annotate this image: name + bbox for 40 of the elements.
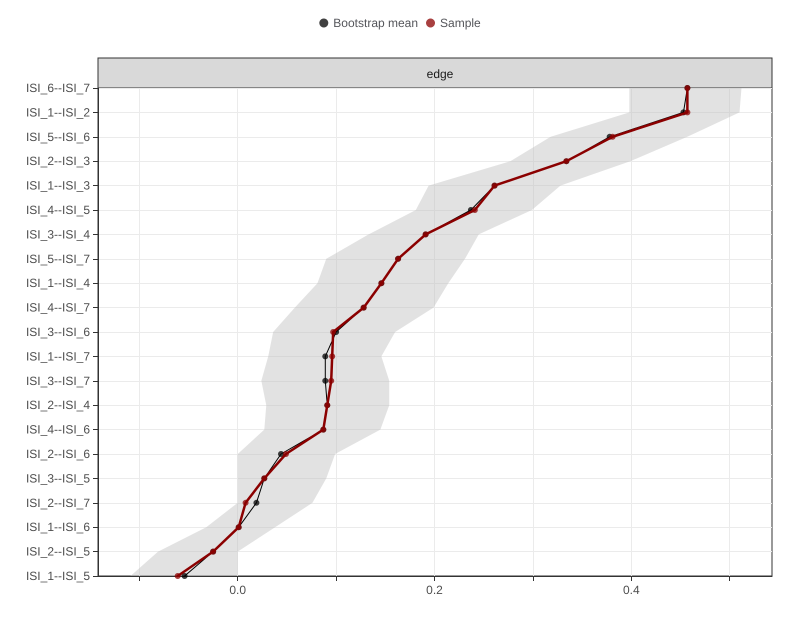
y-tick-label: ISI_4--ISI_6	[26, 422, 90, 437]
y-tick-label: ISI_1--ISI_3	[26, 178, 90, 193]
y-tick-label: ISI_3--ISI_5	[26, 471, 90, 486]
point	[322, 378, 328, 384]
y-tick-label: ISI_3--ISI_4	[26, 227, 90, 242]
y-tick-label: ISI_1--ISI_5	[26, 569, 90, 583]
legend-label: Bootstrap mean	[333, 16, 418, 30]
y-tick-label: ISI_3--ISI_7	[26, 374, 90, 388]
point	[330, 329, 336, 335]
x-tick-label: 0.0	[229, 583, 246, 597]
y-tick-label: ISI_5--ISI_7	[26, 252, 90, 266]
y-tick-label: ISI_2--ISI_5	[26, 544, 90, 559]
y-tick-label: ISI_2--ISI_6	[26, 447, 90, 461]
y-tick-label: ISI_5--ISI_6	[26, 130, 90, 144]
point	[282, 451, 289, 457]
point	[684, 109, 690, 116]
y-tick-label: ISI_1--ISI_7	[26, 349, 90, 364]
y-tick-label: ISI_2--ISI_4	[26, 398, 90, 412]
y-tick-label: ISI_1--ISI_6	[26, 520, 90, 534]
x-tick-label: 0.4	[622, 583, 640, 597]
point	[322, 353, 328, 360]
y-tick-label: ISI_4--ISI_7	[26, 300, 90, 315]
legend-label: Sample	[440, 16, 482, 30]
y-tick-label: ISI_1--ISI_2	[26, 105, 90, 120]
point	[610, 134, 616, 140]
point	[328, 378, 334, 384]
y-tick-label: ISI_3--ISI_6	[26, 325, 90, 339]
x-tick-label: 0.2	[426, 583, 444, 597]
point	[472, 207, 478, 213]
point	[242, 500, 249, 506]
point	[174, 573, 181, 579]
y-tick-label: ISI_2--ISI_7	[26, 496, 90, 510]
point	[329, 353, 336, 360]
y-tick-label: ISI_6--ISI_7	[26, 81, 90, 95]
point	[182, 573, 188, 579]
y-tick-label: ISI_4--ISI_5	[26, 203, 90, 217]
point	[253, 500, 260, 506]
y-tick-label: ISI_1--ISI_4	[26, 276, 90, 290]
chart-title: edge	[426, 67, 454, 81]
y-tick-label: ISI_2--ISI_3	[26, 154, 90, 168]
